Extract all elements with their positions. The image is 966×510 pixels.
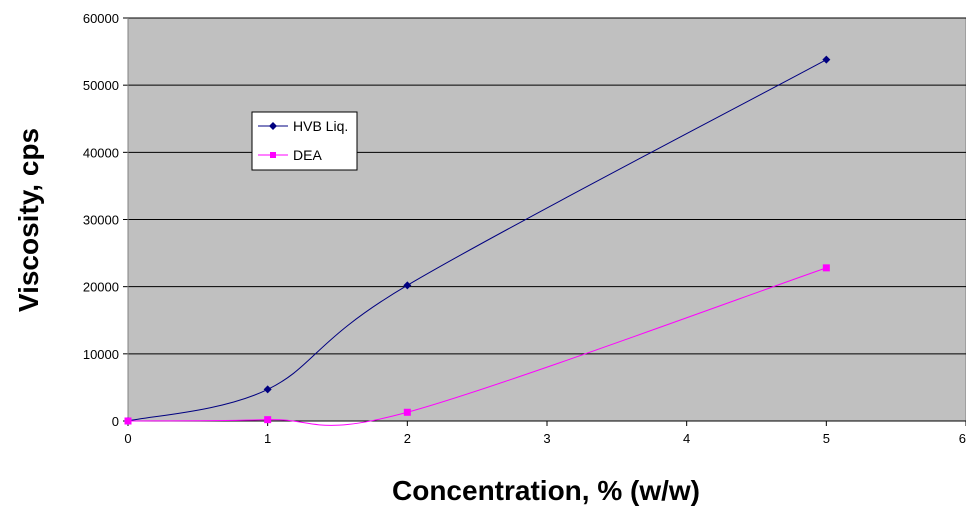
y-tick-label: 20000 bbox=[83, 280, 119, 295]
x-tick-label: 5 bbox=[823, 431, 830, 446]
x-tick-label: 2 bbox=[404, 431, 411, 446]
legend-label-dea: DEA bbox=[293, 147, 322, 163]
y-axis-title: Viscosity, cps bbox=[13, 128, 44, 312]
data-point-dea bbox=[822, 264, 830, 272]
y-tick-label: 40000 bbox=[83, 145, 119, 160]
series-line-hvb bbox=[127, 59, 827, 422]
legend-label-hvb: HVB Liq. bbox=[293, 118, 348, 134]
x-tick-labels: 0 1 2 3 4 5 6 bbox=[124, 431, 966, 446]
y-tick-label: 0 bbox=[112, 414, 119, 429]
legend-box bbox=[251, 111, 358, 171]
x-tick-label: 4 bbox=[683, 431, 690, 446]
data-point-dea bbox=[264, 416, 272, 424]
data-point-hvb bbox=[403, 281, 412, 290]
data-point-dea bbox=[124, 417, 132, 425]
x-axis-title: Concentration, % (w/w) bbox=[392, 475, 700, 506]
legend-marker-dea bbox=[270, 152, 276, 158]
y-tick-label: 10000 bbox=[83, 347, 119, 362]
legend: HVB Liq. DEA bbox=[251, 111, 358, 171]
x-tick-label: 3 bbox=[543, 431, 550, 446]
y-tick-label: 60000 bbox=[83, 11, 119, 26]
legend-marker-hvb bbox=[269, 122, 277, 130]
y-tick-label: 30000 bbox=[83, 213, 119, 228]
data-point-hvb bbox=[263, 385, 272, 394]
series-line-dea bbox=[127, 267, 827, 426]
data-point-hvb bbox=[822, 55, 831, 64]
x-tick-label: 0 bbox=[124, 431, 131, 446]
x-tick-label: 6 bbox=[959, 431, 966, 446]
x-tick-label: 1 bbox=[264, 431, 271, 446]
data-point-dea bbox=[403, 408, 411, 416]
y-tick-labels: 0 10000 20000 30000 40000 50000 60000 bbox=[83, 11, 119, 429]
y-tick-label: 50000 bbox=[83, 78, 119, 93]
gridlines bbox=[128, 17, 966, 355]
series-layer bbox=[124, 55, 831, 426]
